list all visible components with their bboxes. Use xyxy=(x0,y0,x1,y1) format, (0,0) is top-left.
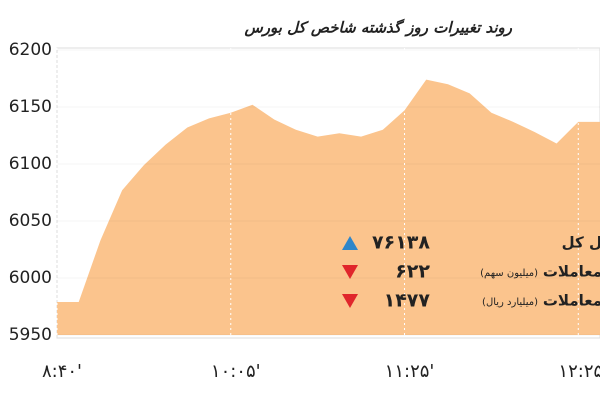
stat-value: ۶۲۲ xyxy=(395,261,430,283)
stat-value: ۱۴۷۷ xyxy=(384,290,431,312)
chart-title: روند تغییرات روز گذشته شاخص کل بورس xyxy=(243,19,512,37)
y-tick-label: 6000 xyxy=(9,268,52,288)
stat-label: معاملات xyxy=(543,263,600,281)
stat-value: ۷۶۱۳۸ xyxy=(372,232,430,254)
trend-arrow xyxy=(342,294,358,308)
x-tick-label: ۱۲:۲۵' xyxy=(558,361,600,382)
x-tick-label: ۱۰:۰۵' xyxy=(211,361,261,382)
trend-arrow xyxy=(342,236,358,250)
stat-label: ل کل xyxy=(562,234,600,252)
stat-label: معاملات xyxy=(543,292,600,310)
stat-note: (میلیون سهم) xyxy=(480,268,538,279)
x-tick-label: ۱۱:۲۵' xyxy=(385,361,435,382)
area xyxy=(57,79,600,335)
y-tick-label: 6100 xyxy=(9,154,52,174)
y-tick-label: 6050 xyxy=(9,211,52,231)
stat-note: (میلیارد ریال) xyxy=(482,297,538,308)
trend-arrow xyxy=(342,265,358,279)
y-tick-label: 6150 xyxy=(9,97,52,117)
y-tick-label: 5950 xyxy=(9,325,52,345)
x-tick-label: ۸:۴۰' xyxy=(42,361,82,382)
y-tick-label: 6200 xyxy=(9,40,52,60)
